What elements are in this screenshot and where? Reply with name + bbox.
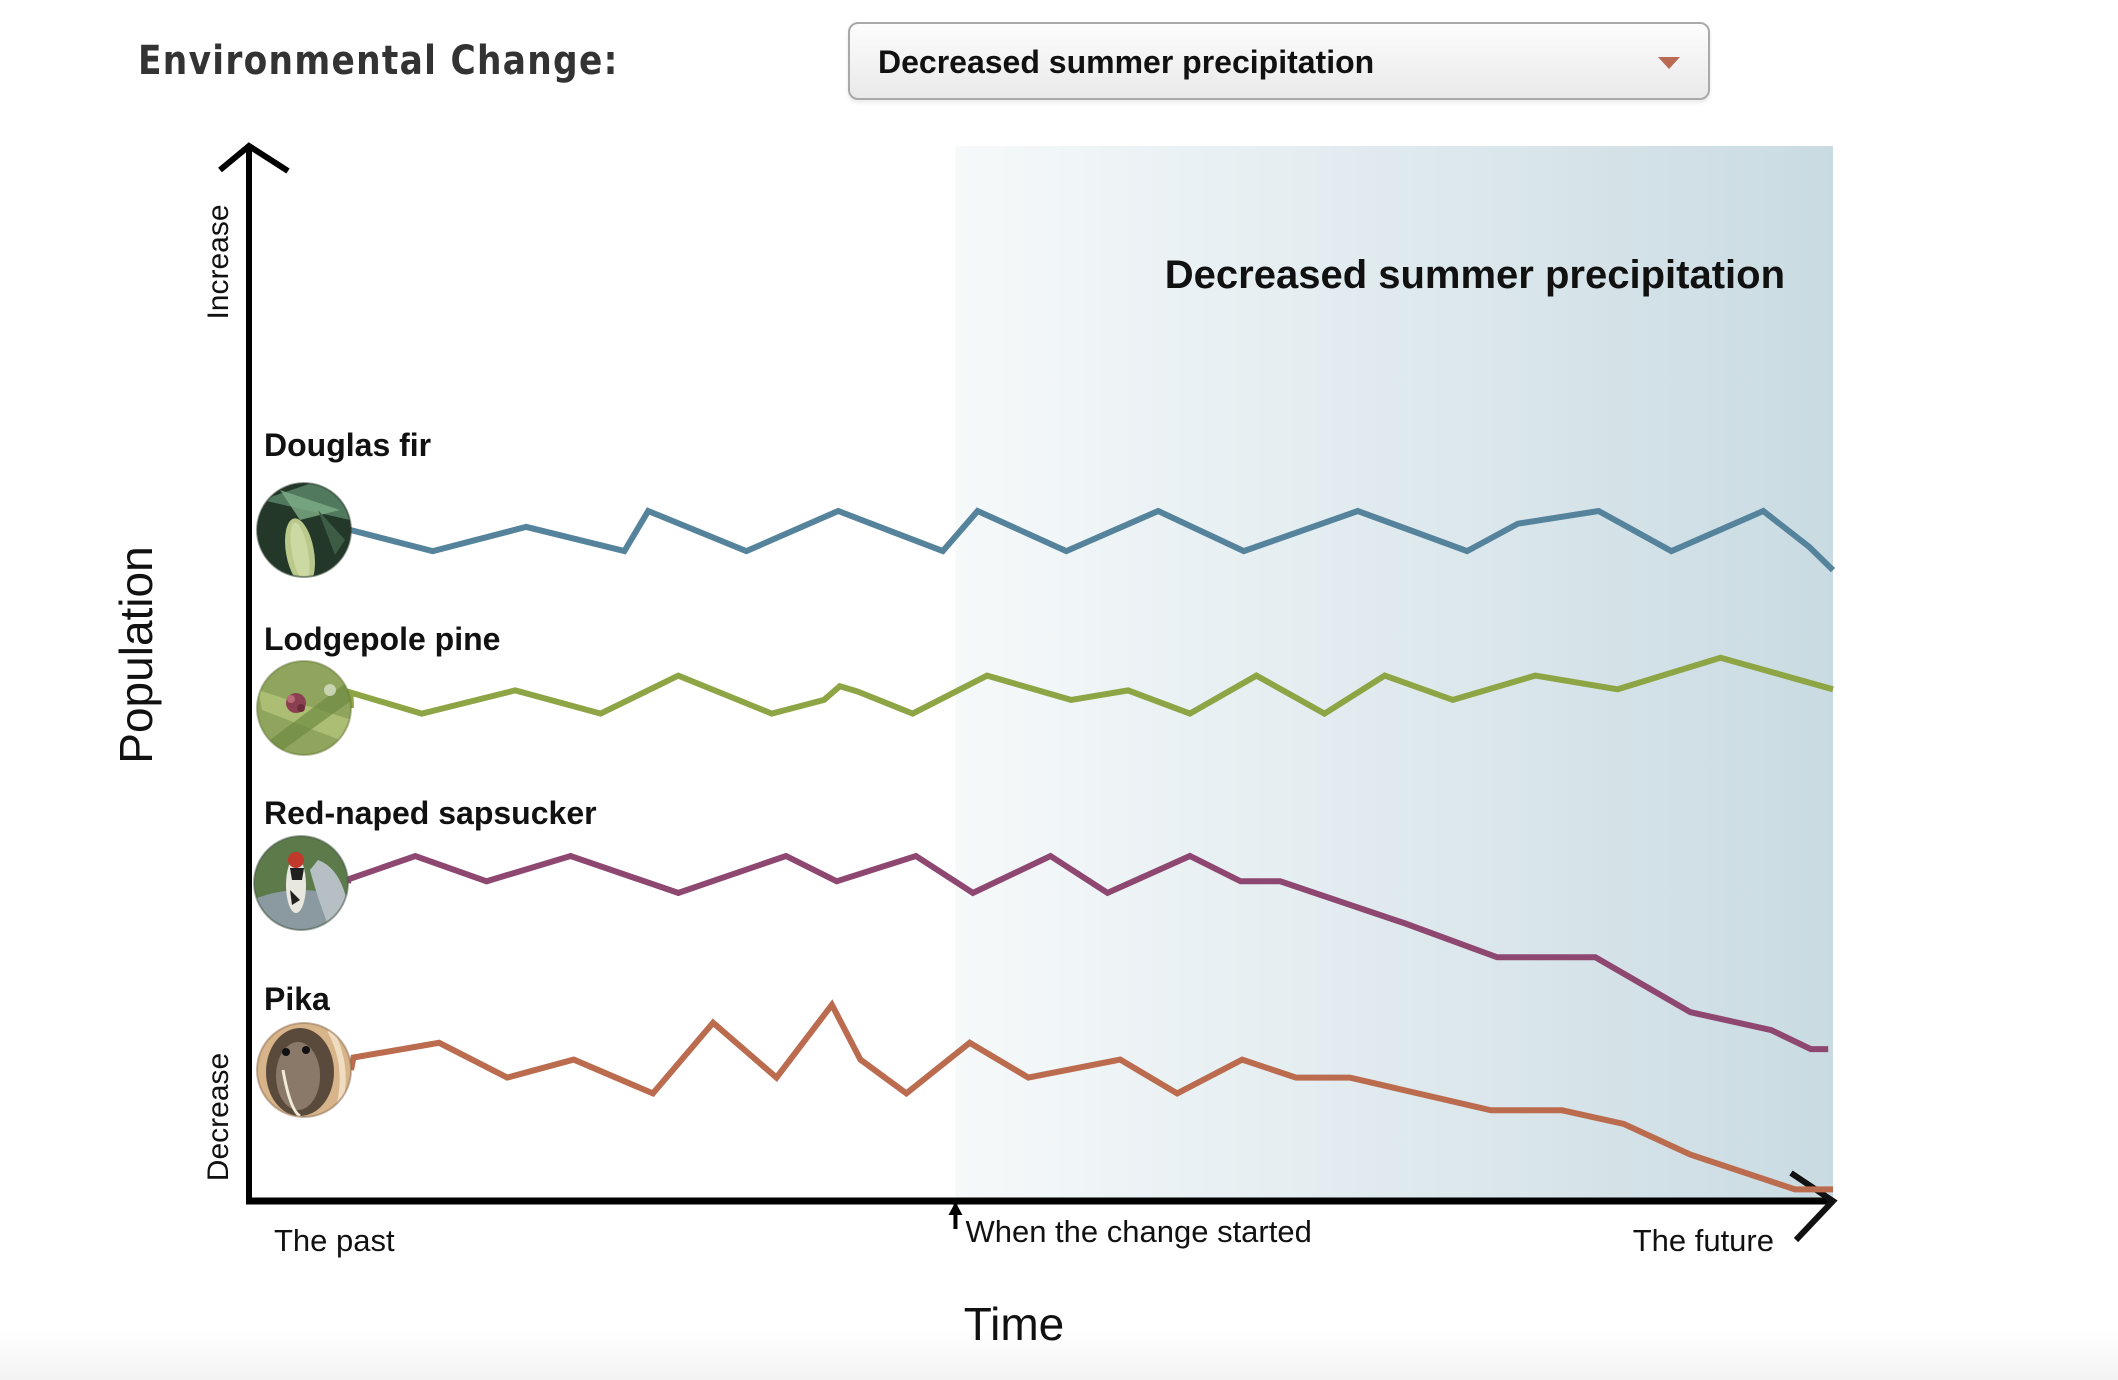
change-shaded-region: [955, 146, 1833, 1201]
series-line-red-naped-sapsucker: [345, 852, 1829, 1053]
x-axis-label: Time: [964, 1298, 1065, 1350]
y-axis-label: Population: [110, 546, 162, 763]
environmental-change-dropdown[interactable]: Decreased summer precipitation: [848, 22, 1710, 100]
y-tick-decrease: Decrease: [202, 1053, 235, 1181]
series-label-lodgepole-pine: Lodgepole pine: [264, 621, 500, 657]
series-label-pika: Pika: [264, 981, 330, 1017]
series-label-douglas-fir: Douglas fir: [264, 427, 431, 463]
x-tick-past: The past: [274, 1223, 395, 1258]
x-tick-change-started: When the change started: [965, 1214, 1311, 1249]
series-line-douglas-fir: [349, 507, 1836, 573]
environmental-change-label: Environmental Change:: [138, 38, 619, 84]
chart-title: Decreased summer precipitation: [1165, 253, 1785, 297]
lodgepole-pine-photo-icon: [256, 660, 352, 756]
y-axis-arrowhead: [218, 142, 290, 174]
dropdown-selected-value: Decreased summer precipitation: [878, 44, 1375, 80]
x-axis-arrowhead: [1789, 1170, 1838, 1243]
y-tick-increase: Increase: [202, 204, 235, 319]
series-lines: [345, 507, 1836, 1193]
chevron-down-icon[interactable]: [1658, 57, 1680, 69]
douglas-fir-photo-icon: [256, 482, 352, 578]
axes: [218, 142, 1838, 1243]
series-label-red-naped-sapsucker: Red-naped sapsucker: [264, 795, 597, 831]
pika-photo-icon: [256, 1022, 352, 1118]
series-line-lodgepole-pine: [347, 654, 1834, 718]
series-line-pika: [348, 999, 1833, 1193]
x-tick-future: The future: [1633, 1223, 1774, 1258]
change-start-arrow-icon: [948, 1202, 963, 1215]
sapsucker-photo-icon: [253, 835, 349, 931]
